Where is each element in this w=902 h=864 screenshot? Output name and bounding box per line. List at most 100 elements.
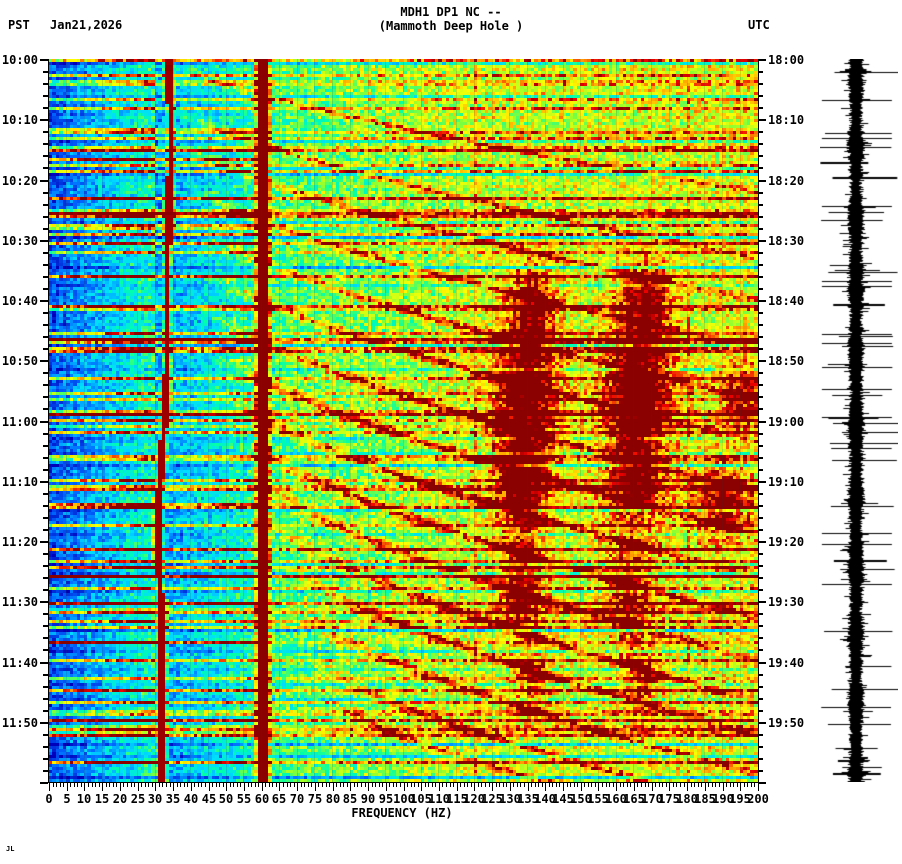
y-axis-left-major-tick bbox=[40, 119, 48, 121]
y-axis-right-minor-tick bbox=[758, 469, 763, 471]
x-axis-minor-tick bbox=[517, 782, 518, 787]
y-axis-right-minor-tick bbox=[758, 770, 763, 772]
x-axis-line bbox=[48, 782, 759, 783]
x-axis-minor-tick bbox=[747, 782, 748, 787]
x-axis-tick-label: 35 bbox=[165, 792, 181, 806]
x-axis-major-tick bbox=[191, 782, 192, 791]
x-axis-tick-label: 110 bbox=[428, 792, 450, 806]
x-axis-minor-tick bbox=[354, 782, 355, 787]
x-axis-major-tick bbox=[669, 782, 670, 791]
x-axis-label: FREQUENCY (HZ) bbox=[0, 806, 902, 820]
y-axis-right-minor-tick bbox=[758, 155, 763, 157]
x-axis-tick-label: 165 bbox=[623, 792, 645, 806]
x-axis-minor-tick bbox=[489, 782, 490, 787]
x-axis-minor-tick bbox=[347, 782, 348, 787]
x-axis-major-tick bbox=[262, 782, 263, 791]
x-axis-tick-label: 135 bbox=[517, 792, 539, 806]
x-axis-minor-tick bbox=[627, 782, 628, 787]
y-axis-left-tick-label: 10:50 bbox=[1, 354, 38, 368]
waveform-trace-panel bbox=[820, 59, 898, 782]
y-axis-left-minor-tick bbox=[43, 95, 48, 97]
x-axis-minor-tick bbox=[428, 782, 429, 787]
x-axis-minor-tick bbox=[567, 782, 568, 787]
x-axis-minor-tick bbox=[680, 782, 681, 787]
y-axis-left-tick-label: 11:10 bbox=[1, 475, 38, 489]
x-axis-minor-tick bbox=[311, 782, 312, 787]
x-axis-minor-tick bbox=[201, 782, 202, 787]
x-axis-minor-tick bbox=[382, 782, 383, 787]
x-axis-minor-tick bbox=[92, 782, 93, 787]
y-axis-left-minor-tick bbox=[43, 637, 48, 639]
y-axis-left-major-tick bbox=[40, 421, 48, 423]
y-axis-right-tick-label: 19:30 bbox=[768, 595, 805, 609]
x-axis-major-tick bbox=[758, 782, 759, 791]
y-axis-left-minor-tick bbox=[43, 71, 48, 73]
y-axis-right-minor-tick bbox=[758, 396, 763, 398]
y-axis-left-major-tick bbox=[40, 59, 48, 61]
y-axis-right-minor-tick bbox=[758, 433, 763, 435]
x-axis-tick-label: 75 bbox=[307, 792, 323, 806]
x-axis-tick-label: 65 bbox=[271, 792, 287, 806]
x-axis-minor-tick bbox=[584, 782, 585, 787]
y-axis-left-major-tick bbox=[40, 300, 48, 302]
x-axis-minor-tick bbox=[287, 782, 288, 787]
x-axis-major-tick bbox=[155, 782, 156, 791]
y-axis-right-major-tick bbox=[758, 300, 766, 302]
x-axis-major-tick bbox=[563, 782, 564, 791]
y-axis-left-minor-tick bbox=[43, 613, 48, 615]
x-axis-minor-tick bbox=[538, 782, 539, 787]
y-axis-right-minor-tick bbox=[758, 758, 763, 760]
x-axis-minor-tick bbox=[602, 782, 603, 787]
x-axis-major-tick bbox=[209, 782, 210, 791]
x-axis-tick-label: 90 bbox=[360, 792, 376, 806]
y-axis-left-minor-tick bbox=[43, 167, 48, 169]
x-axis-tick-label: 5 bbox=[63, 792, 71, 806]
x-axis-minor-tick bbox=[212, 782, 213, 787]
x-axis-tick-label: 115 bbox=[446, 792, 468, 806]
y-axis-right-minor-tick bbox=[758, 83, 763, 85]
y-axis-left-minor-tick bbox=[43, 288, 48, 290]
x-axis-minor-tick bbox=[432, 782, 433, 787]
x-axis-tick-label: 50 bbox=[218, 792, 234, 806]
y-axis-left-minor-tick bbox=[43, 469, 48, 471]
y-axis-left-major-tick bbox=[40, 180, 48, 182]
x-axis-major-tick bbox=[616, 782, 617, 791]
x-axis-minor-tick bbox=[726, 782, 727, 787]
x-axis-major-tick bbox=[457, 782, 458, 791]
x-axis-minor-tick bbox=[751, 782, 752, 787]
x-axis-minor-tick bbox=[666, 782, 667, 787]
x-axis-minor-tick bbox=[379, 782, 380, 787]
y-axis-left-tick-label: 11:20 bbox=[1, 535, 38, 549]
x-axis-minor-tick bbox=[269, 782, 270, 787]
y-axis-left-minor-tick bbox=[43, 577, 48, 579]
y-axis-left-minor-tick bbox=[43, 553, 48, 555]
x-axis-tick-label: 190 bbox=[712, 792, 734, 806]
x-axis-major-tick bbox=[510, 782, 511, 791]
x-axis-major-tick bbox=[634, 782, 635, 791]
x-axis-minor-tick bbox=[77, 782, 78, 787]
x-axis-tick-label: 80 bbox=[325, 792, 341, 806]
y-axis-right-major-tick bbox=[758, 722, 766, 724]
x-axis-minor-tick bbox=[460, 782, 461, 787]
x-axis-major-tick bbox=[120, 782, 121, 791]
x-axis-minor-tick bbox=[496, 782, 497, 787]
x-axis-minor-tick bbox=[577, 782, 578, 787]
x-axis-minor-tick bbox=[205, 782, 206, 787]
x-axis-minor-tick bbox=[506, 782, 507, 787]
y-axis-left-line bbox=[48, 59, 49, 783]
x-axis-minor-tick bbox=[372, 782, 373, 787]
x-axis-minor-tick bbox=[411, 782, 412, 787]
x-axis-minor-tick bbox=[503, 782, 504, 787]
x-axis-minor-tick bbox=[588, 782, 589, 787]
y-axis-right-minor-tick bbox=[758, 613, 763, 615]
y-axis-left-tick-label: 11:50 bbox=[1, 716, 38, 730]
y-axis-left-tick-label: 10:30 bbox=[1, 234, 38, 248]
x-axis-minor-tick bbox=[216, 782, 217, 787]
y-axis-left-minor-tick bbox=[43, 396, 48, 398]
y-axis-left-minor-tick bbox=[43, 408, 48, 410]
y-axis-left-minor-tick bbox=[43, 457, 48, 459]
x-axis-minor-tick bbox=[88, 782, 89, 787]
x-axis-tick-label: 180 bbox=[676, 792, 698, 806]
y-axis-right-minor-tick bbox=[758, 312, 763, 314]
x-axis-tick-label: 105 bbox=[410, 792, 432, 806]
